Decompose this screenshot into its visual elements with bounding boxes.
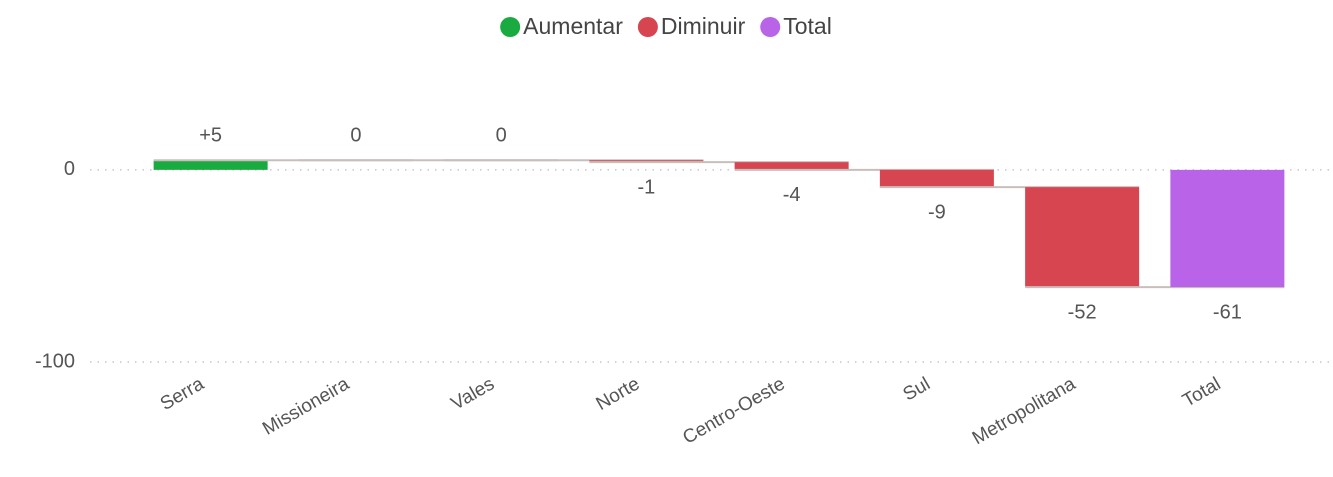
y-tick-label: -100 [35,350,75,372]
data-label: -61 [1213,301,1242,323]
legend-label: Diminuir [661,13,746,39]
data-label: -4 [783,184,801,206]
bar [879,169,994,188]
x-tick-label: Sul [900,373,934,405]
bar [1025,187,1140,288]
x-tick-label: Norte [593,373,644,414]
data-label: 0 [496,125,507,147]
bar [734,162,849,170]
data-label: -9 [928,201,946,223]
x-tick-label: Centro-Oeste [679,373,788,448]
legend-marker [637,17,658,37]
x-tick-label: Missioneira [259,373,353,439]
legend-marker [760,17,781,37]
data-label: 0 [350,125,361,147]
y-tick-label: 0 [64,158,75,180]
x-tick-label: Serra [157,373,208,415]
legend-label: Total [783,13,832,39]
legend-label: Aumentar [523,13,623,39]
x-tick-label: Total [1179,373,1224,411]
data-label: +5 [199,125,222,147]
bar [1170,169,1285,288]
data-label: -1 [637,176,655,198]
bar [153,160,268,170]
data-label: -52 [1068,301,1097,323]
legend-marker [500,17,521,37]
x-tick-label: Vales [448,373,498,414]
x-tick-label: Metropolitana [969,373,1080,449]
